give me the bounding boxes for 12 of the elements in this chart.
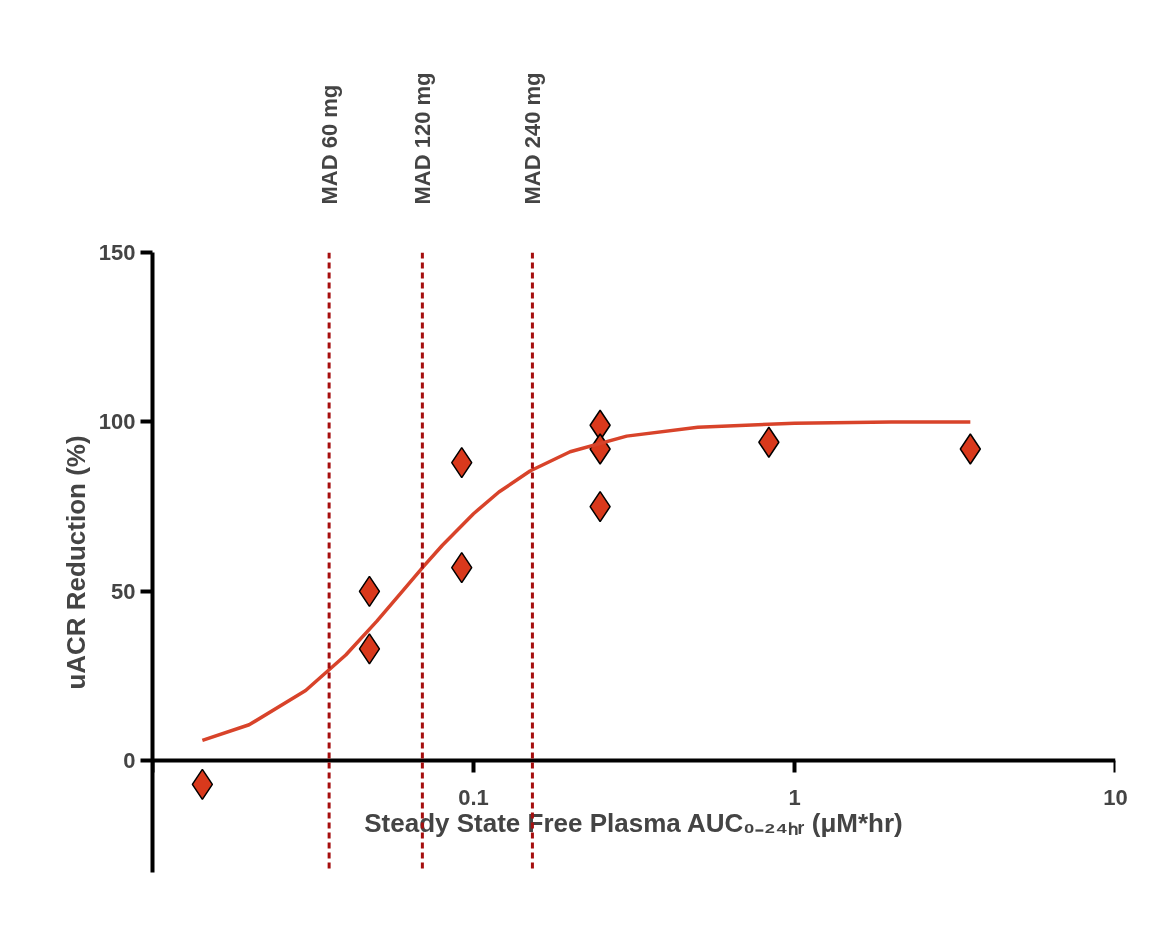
x-tick-label: 10 xyxy=(1103,784,1128,810)
y-axis-title: uACR Reduction (%) xyxy=(60,435,91,690)
x-axis-title: Steady State Free Plasma AUC₀₋₂₄ₕᵣ (μM*hr) xyxy=(364,807,903,838)
ref-line-label: MAD 120 mg xyxy=(409,72,435,205)
y-tick-label: 50 xyxy=(111,578,136,604)
ref-line-label: MAD 240 mg xyxy=(519,72,545,205)
x-tick-label: 0.1 xyxy=(458,784,489,810)
y-tick-label: 100 xyxy=(98,409,136,435)
y-tick-label: 150 xyxy=(98,240,136,265)
x-tick-label: 1 xyxy=(788,784,801,810)
y-tick-label: 0 xyxy=(123,748,136,774)
ref-line-label: MAD 60 mg xyxy=(316,84,342,205)
